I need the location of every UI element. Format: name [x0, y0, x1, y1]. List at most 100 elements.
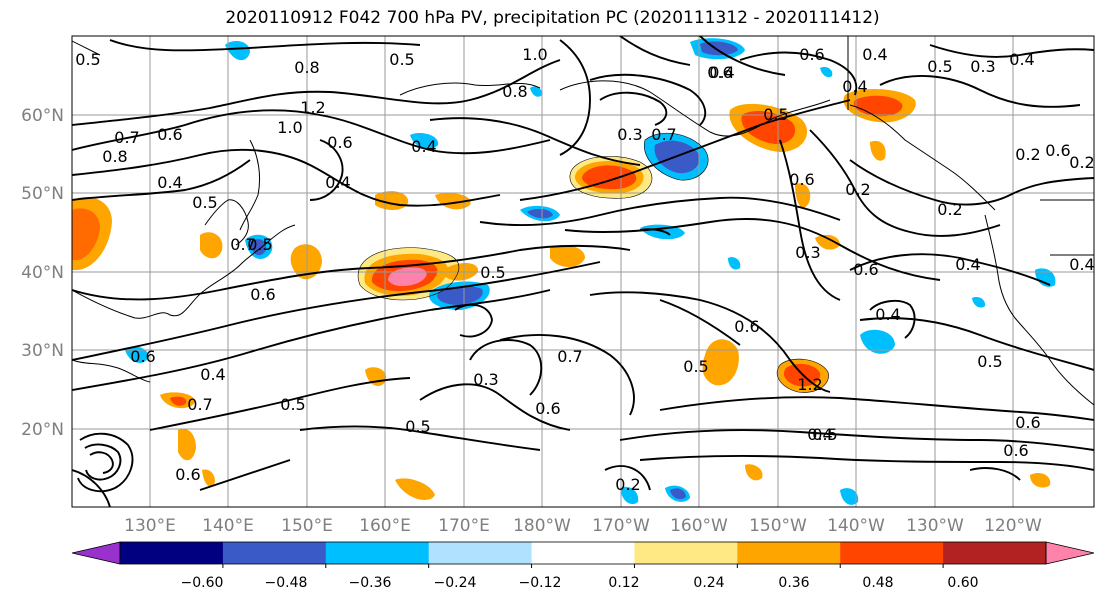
colorbar-ticks: −0.60 −0.48 −0.36 −0.24 −0.12 0.12 0.24 … [181, 575, 979, 591]
contour-label: 0.6 [734, 317, 759, 336]
lon-label: 170°E [438, 516, 490, 536]
contour-label: 0.7 [557, 347, 582, 366]
contour-label: 0.6 [707, 63, 732, 82]
contour-label: 0.7 [230, 235, 255, 254]
contour-label: 0.5 [927, 57, 952, 76]
lon-label: 160°E [359, 516, 411, 536]
contour-label: 0.5 [405, 417, 430, 436]
contour-label: 0.3 [473, 370, 498, 389]
contour-label: 0.6 [853, 260, 878, 279]
colorbar-tick-label: 0.24 [693, 575, 724, 591]
colorbar-segment [634, 542, 738, 564]
colorbar-segment [737, 542, 841, 564]
colorbar-tick-label: 0.36 [778, 575, 809, 591]
colorbar-extend-high [1045, 541, 1095, 565]
contour-label: 0.5 [480, 263, 505, 282]
colorbar-segment [943, 542, 1047, 564]
colorbar-tick-label: 0.12 [608, 575, 639, 591]
contour-label: 0.5 [280, 395, 305, 414]
colorbar-segments [71, 541, 1095, 568]
contour-label: 0.6 [535, 399, 560, 418]
lon-label: 160°W [670, 516, 728, 536]
colorbar-segment [531, 542, 635, 564]
lon-label: 130°W [906, 516, 964, 536]
lon-label: 170°W [592, 516, 650, 536]
contour-label: 0.2 [937, 200, 962, 219]
contour-label: 0.3 [795, 243, 820, 262]
contour-label: 1.2 [300, 98, 325, 117]
latitude-labels: 60°N 50°N 40°N 30°N 20°N [21, 106, 64, 440]
contour-label: 0.6 [1003, 441, 1028, 460]
contour-label: 0.6 [130, 347, 155, 366]
contour-label: 0.3 [617, 125, 642, 144]
contour-label: 0.5 [812, 425, 837, 444]
colorbar: −0.60 −0.48 −0.36 −0.24 −0.12 0.12 0.24 … [71, 541, 1095, 591]
contour-label: 0.5 [763, 105, 788, 124]
lon-label: 140°E [202, 516, 254, 536]
contour-label: 0.4 [875, 305, 900, 324]
contour-label: 0.7 [114, 128, 139, 147]
contour-label: 0.7 [651, 125, 676, 144]
shading-outlines [357, 132, 829, 393]
contour-label: 0.6 [1045, 141, 1070, 160]
lat-label: 30°N [21, 341, 64, 361]
contour-label: 0.4 [157, 173, 182, 192]
contour-label: 0.5 [75, 50, 100, 69]
contour-labels: 0.5 0.8 0.5 0.7 0.6 0.8 0.7 0.6 0.4 0.5 … [75, 45, 1094, 494]
contour-label: 0.5 [247, 235, 272, 254]
contour-label: 0.6 [157, 125, 182, 144]
lon-label: 150°W [749, 516, 807, 536]
contour-label: 0.6 [789, 170, 814, 189]
colorbar-tick-label: −0.24 [434, 575, 477, 591]
contour-label: 1.2 [797, 375, 822, 394]
contour-label: 0.4 [709, 63, 734, 82]
coastlines [72, 36, 1094, 406]
lon-label: 130°E [124, 516, 176, 536]
colorbar-segment [222, 542, 327, 564]
colorbar-segment [840, 542, 944, 564]
contour-label: 0.6 [1015, 413, 1040, 432]
colorbar-tick-label: −0.60 [181, 575, 224, 591]
contour-label: 0.6 [799, 45, 824, 64]
colorbar-extend-low [71, 541, 121, 565]
contour-label: 0.4 [807, 425, 832, 444]
plot-title: 2020110912 F042 700 hPa PV, precipitatio… [225, 8, 880, 28]
contour-label: 0.3 [970, 57, 995, 76]
contour-label: 0.7 [187, 395, 212, 414]
lon-label: 140°W [827, 516, 885, 536]
contour-label: 0.4 [411, 137, 436, 156]
lon-label: 150°E [281, 516, 333, 536]
pv-contours [72, 36, 1094, 507]
contour-label: 0.4 [1009, 50, 1034, 69]
contour-label: 0.4 [955, 255, 980, 274]
contour-label: 0.4 [200, 365, 225, 384]
colorbar-frame [119, 541, 1047, 565]
contour-label: 0.6 [250, 285, 275, 304]
contour-label: 0.6 [327, 133, 352, 152]
contour-label: 0.4 [1069, 255, 1094, 274]
graticule [72, 36, 1094, 507]
colorbar-tick-label: −0.48 [265, 575, 308, 591]
contour-label: 0.5 [977, 352, 1002, 371]
contour-label: 0.4 [325, 173, 350, 192]
longitude-labels: 130°E 140°E 150°E 160°E 170°E 180°W 170°… [124, 516, 1042, 536]
lat-label: 50°N [21, 184, 64, 204]
contour-label: 0.5 [683, 357, 708, 376]
lon-label: 120°W [984, 516, 1042, 536]
map-area [72, 36, 1094, 507]
colorbar-segment [325, 542, 430, 564]
precip-anomaly-shading [72, 38, 1056, 505]
contour-label: 0.8 [294, 58, 319, 77]
contour-label: 0.4 [862, 45, 887, 64]
contour-label: 0.4 [842, 77, 867, 96]
lat-label: 60°N [21, 106, 64, 126]
colorbar-segment [428, 542, 533, 564]
lat-label: 40°N [21, 263, 64, 283]
colorbar-tick-label: 0.48 [862, 575, 893, 591]
colorbar-tick-label: −0.12 [519, 575, 562, 591]
colorbar-tick-label: 0.60 [947, 575, 978, 591]
contour-label: 0.2 [845, 180, 870, 199]
contour-label: 1.0 [277, 118, 302, 137]
contour-label: 0.2 [1069, 153, 1094, 172]
